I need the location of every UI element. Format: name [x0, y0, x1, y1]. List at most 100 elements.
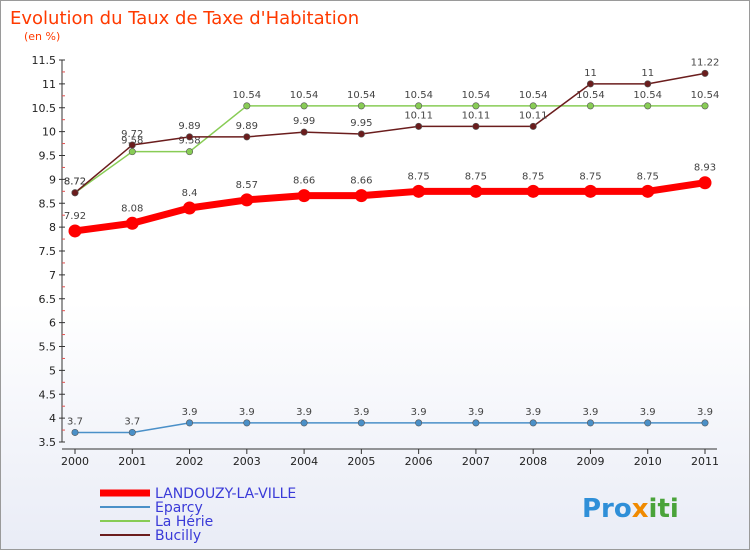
data-label: 10.11 — [462, 110, 491, 121]
data-label: 8.75 — [465, 171, 487, 182]
data-label: 3.9 — [411, 407, 427, 418]
data-label: 8.75 — [637, 171, 659, 182]
y-tick-label: 8 — [49, 221, 56, 234]
y-tick-label: 4.5 — [39, 388, 57, 401]
data-label: 10.54 — [232, 90, 261, 101]
data-label: 10.54 — [576, 90, 605, 101]
data-label: 3.7 — [67, 416, 83, 427]
data-point — [243, 133, 251, 141]
y-tick-label: 7.5 — [39, 245, 57, 258]
data-point — [472, 102, 480, 110]
data-point — [357, 102, 365, 110]
data-point — [641, 184, 655, 198]
y-tick-label: 5.5 — [39, 341, 57, 354]
data-label: 3.9 — [583, 407, 599, 418]
data-point — [183, 201, 197, 215]
data-label: 10.54 — [290, 90, 319, 101]
data-label: 11 — [641, 68, 654, 79]
data-point — [71, 189, 79, 197]
data-point — [644, 419, 652, 427]
data-point — [698, 176, 712, 190]
data-label: 10.54 — [519, 90, 548, 101]
data-point — [583, 184, 597, 198]
data-point — [701, 69, 709, 77]
data-label: 3.9 — [697, 407, 713, 418]
x-tick-label: 2009 — [576, 455, 604, 468]
data-label: 11.22 — [691, 57, 720, 68]
data-label: 9.72 — [121, 129, 143, 140]
data-label: 10.11 — [519, 110, 548, 121]
y-tick-label: 9 — [49, 173, 56, 186]
y-tick-label: 4 — [49, 412, 56, 425]
series-landouzy-la-ville: 7.92 8.08 8.4 8.57 8.66 8.66 8.75 8.75 8.75 8.75 8… — [64, 163, 716, 238]
y-tick-label: 6.5 — [39, 293, 57, 306]
x-tick-label: 2008 — [519, 455, 547, 468]
data-point — [412, 184, 426, 198]
series-line — [74, 72, 706, 194]
data-point — [128, 148, 136, 156]
data-point — [472, 419, 480, 427]
data-point — [529, 122, 537, 130]
data-label: 8.75 — [579, 171, 601, 182]
data-point — [300, 102, 308, 110]
data-point — [357, 419, 365, 427]
data-label: 7.92 — [64, 211, 86, 222]
data-label: 3.9 — [239, 407, 255, 418]
y-tick-label: 3.5 — [39, 436, 57, 449]
series-line — [75, 422, 705, 434]
y-tick-label: 11.5 — [32, 54, 57, 67]
legend-label: La Hérie — [155, 514, 213, 530]
data-label: 10.54 — [633, 90, 662, 101]
data-label: 10.54 — [462, 90, 491, 101]
data-label: 8.75 — [408, 171, 430, 182]
data-point — [526, 184, 540, 198]
axes: 3.5 4 4.5 5 5.5 6 6.5 7 7.5 8 8.5 9 9.5 10 10.5 11 11.5 2… — [32, 54, 720, 468]
data-label: 8.75 — [522, 171, 544, 182]
x-tick-label: 2006 — [405, 455, 433, 468]
x-tick-label: 2004 — [290, 455, 318, 468]
series-line — [74, 105, 705, 194]
data-label: 8.66 — [350, 176, 372, 187]
y-tick-label: 11 — [42, 78, 56, 91]
series-layer: 3.7 3.7 3.9 3.9 3.9 3.9 3.9 3.9 3.9 3.9 3.9 3.9 8.72… — [64, 57, 720, 436]
chart-title: Evolution du Taux de Taxe d'Habitation — [10, 8, 359, 29]
data-point — [71, 428, 79, 436]
y-tick-label: 8.5 — [39, 197, 57, 210]
data-label: 8.72 — [64, 177, 86, 188]
x-tick-label: 2007 — [462, 455, 490, 468]
data-label: 3.9 — [468, 407, 484, 418]
legend-label: Eparcy — [155, 500, 203, 516]
x-tick-label: 2000 — [61, 455, 89, 468]
data-point — [297, 189, 311, 203]
data-label: 8.08 — [121, 203, 143, 214]
x-tick-label: 2005 — [347, 455, 375, 468]
data-point — [529, 102, 537, 110]
data-point — [240, 193, 254, 207]
data-point — [125, 216, 139, 230]
data-point — [644, 80, 652, 88]
data-label: 8.66 — [293, 176, 315, 187]
x-tick-label: 2011 — [691, 455, 719, 468]
data-point — [415, 419, 423, 427]
y-tick-label: 5 — [49, 364, 56, 377]
data-label: 8.4 — [182, 188, 198, 199]
series-la-h-rie: 8.72 9.58 9.58 10.54 10.54 10.54 10.54 10.54 10.… — [64, 90, 719, 197]
series-bucilly: 8.72 9.72 9.89 9.89 9.99 9.95 10.11 10.11 10.11 1… — [64, 57, 720, 197]
x-tick-label: 2003 — [233, 455, 261, 468]
data-point — [300, 419, 308, 427]
data-point — [186, 148, 194, 156]
data-point — [415, 102, 423, 110]
data-label: 8.57 — [236, 180, 258, 191]
data-label: 3.9 — [296, 407, 312, 418]
data-label: 10.11 — [404, 110, 433, 121]
data-label: 3.9 — [182, 407, 198, 418]
data-label: 9.89 — [236, 121, 258, 132]
x-tick-label: 2010 — [634, 455, 662, 468]
y-tick-label: 9.5 — [39, 150, 57, 163]
data-point — [586, 80, 594, 88]
data-point — [128, 141, 136, 149]
chart-subtitle: (en %) — [24, 30, 60, 43]
